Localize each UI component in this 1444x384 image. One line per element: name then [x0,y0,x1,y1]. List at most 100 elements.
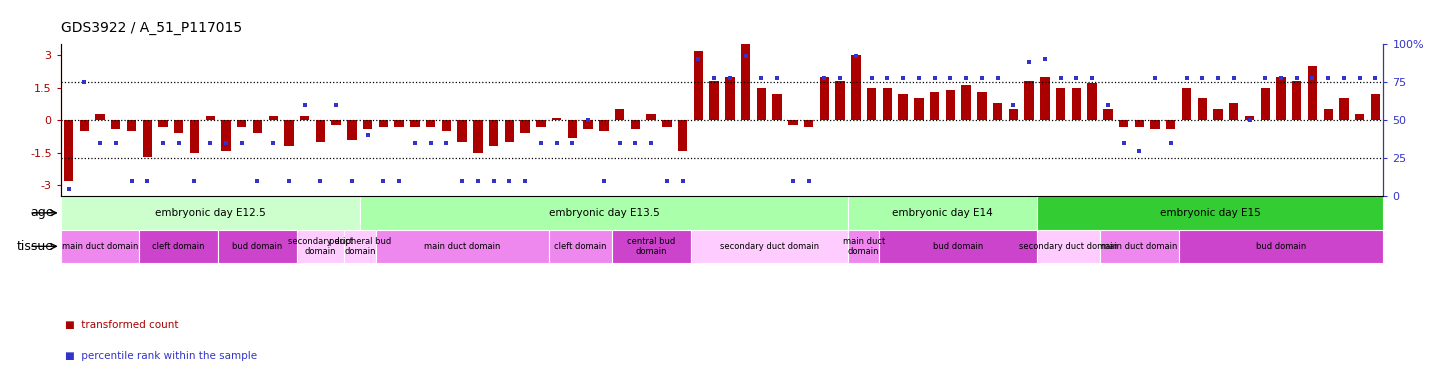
Text: age: age [30,206,53,219]
Bar [347,120,357,140]
Text: central bud
domain: central bud domain [627,237,676,256]
Bar [1229,103,1239,120]
Bar [536,120,546,127]
Bar [221,120,231,151]
Bar [316,120,325,142]
Bar [1308,66,1317,120]
Text: cleft domain: cleft domain [554,242,606,251]
Text: embryonic day E13.5: embryonic day E13.5 [549,208,660,218]
Bar [175,120,183,133]
Text: bud domain: bud domain [1256,242,1307,251]
Bar [1151,120,1160,129]
Bar [1370,94,1380,120]
Bar [520,120,530,133]
Bar [189,120,199,153]
Text: main duct domain: main duct domain [62,242,139,251]
Bar [583,120,593,129]
Bar [1245,116,1255,120]
Bar [725,77,735,120]
Text: embryonic day E14: embryonic day E14 [892,208,993,218]
Bar [360,196,848,230]
Bar [1040,77,1050,120]
Bar [1071,88,1082,120]
Bar [647,114,656,120]
Bar [1135,120,1144,127]
Bar [882,88,892,120]
Bar [836,81,845,120]
Bar [549,230,612,263]
Bar [205,116,215,120]
Bar [914,98,924,120]
Bar [930,92,939,120]
Bar [127,120,136,131]
Bar [757,88,767,120]
Bar [159,120,168,127]
Bar [1024,81,1034,120]
Text: GDS3922 / A_51_P117015: GDS3922 / A_51_P117015 [61,21,241,35]
Bar [773,94,781,120]
Bar [567,120,578,137]
Bar [599,120,608,131]
Bar [378,120,388,127]
Bar [1056,88,1066,120]
Bar [663,120,671,127]
Bar [962,85,970,120]
Bar [284,120,293,146]
Bar [1103,109,1112,120]
Bar [1037,196,1383,230]
Bar [1276,77,1285,120]
Text: ■  percentile rank within the sample: ■ percentile rank within the sample [65,351,257,361]
Bar [253,120,263,133]
Bar [1178,230,1383,263]
Bar [394,120,404,127]
Bar [269,116,277,120]
Bar [1087,83,1097,120]
Bar [1119,120,1128,127]
Bar [741,44,751,120]
Bar [631,120,640,129]
Bar [552,118,562,120]
Bar [490,120,498,146]
Text: secondary duct domain: secondary duct domain [1019,242,1118,251]
Bar [612,230,690,263]
Text: secondary duct
domain: secondary duct domain [287,237,352,256]
Text: ■  transformed count: ■ transformed count [65,320,179,330]
Bar [505,120,514,142]
Bar [442,120,451,131]
Bar [474,120,482,153]
Bar [1324,109,1333,120]
Text: bud domain: bud domain [232,242,283,251]
Bar [332,120,341,124]
Bar [1037,230,1100,263]
Bar [848,196,1037,230]
Bar [218,230,297,263]
Text: main duct
domain: main duct domain [843,237,885,256]
Bar [140,230,218,263]
Bar [788,120,797,124]
Bar [866,88,877,120]
Bar [879,230,1037,263]
Text: tissue: tissue [16,240,53,253]
Text: main duct domain: main duct domain [1102,242,1177,251]
Bar [344,230,375,263]
Text: cleft domain: cleft domain [153,242,205,251]
Bar [300,116,309,120]
Text: secondary duct domain: secondary duct domain [719,242,819,251]
Bar [851,55,861,120]
Bar [615,109,624,120]
Text: embryonic day E15: embryonic day E15 [1160,208,1261,218]
Bar [1292,81,1301,120]
Bar [79,120,90,131]
Bar [375,230,549,263]
Bar [946,90,954,120]
Text: main duct domain: main duct domain [425,242,501,251]
Text: bud domain: bud domain [933,242,983,251]
Bar [143,120,152,157]
Bar [1100,230,1178,263]
Bar [1261,88,1269,120]
Bar [1213,109,1223,120]
Bar [410,120,420,127]
Bar [978,92,986,120]
Bar [61,196,360,230]
Bar [297,230,344,263]
